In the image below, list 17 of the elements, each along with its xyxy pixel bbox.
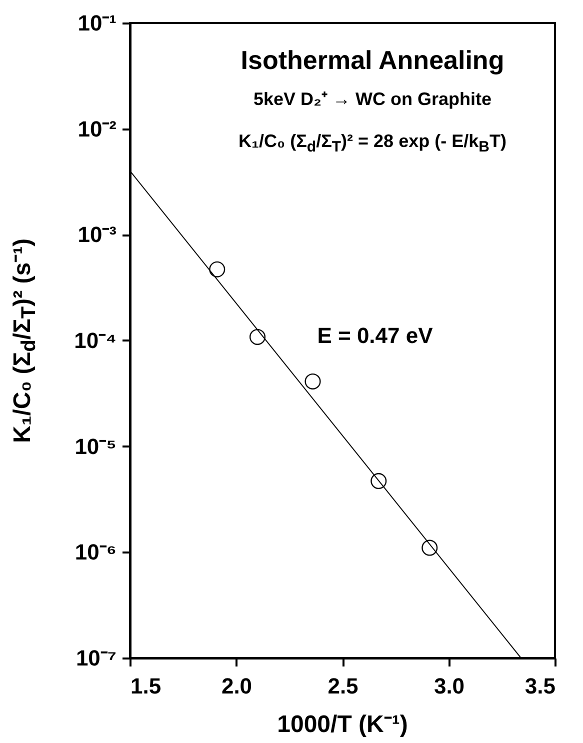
x-tick-label: 2.0	[221, 674, 252, 698]
y-tick-label: 10⁻⁵	[74, 434, 116, 459]
text: 5keV D₂⁺ → WC on Graphite	[252, 88, 493, 110]
annotation: K₁/C₀ (Σ$_{d}$/Σ$_{T}$)² = 28 exp (- E/k$_{B}$T)	[238, 131, 508, 156]
x-tick-label: 2.5	[328, 674, 358, 698]
y-tick-label: 10⁻²	[78, 116, 116, 142]
x-tick-label: 3.0	[434, 674, 465, 698]
x-axis-title: 1000/T (K⁻¹)	[276, 710, 409, 739]
y-tick-label: 10⁻¹	[78, 10, 116, 36]
y-tick-label: 10⁻⁴	[74, 328, 116, 353]
annotation: E = 0.47 eV	[316, 323, 434, 349]
x-tick-label: 1.5	[130, 674, 162, 698]
y-tick-label: 10⁻⁶	[74, 540, 116, 565]
text: Isothermal Annealing	[240, 45, 506, 76]
y-tick-label: 10⁻⁷	[76, 646, 116, 670]
y-tick-label: 10⁻³	[78, 222, 116, 248]
x-tick-label: 3.5	[524, 674, 556, 698]
